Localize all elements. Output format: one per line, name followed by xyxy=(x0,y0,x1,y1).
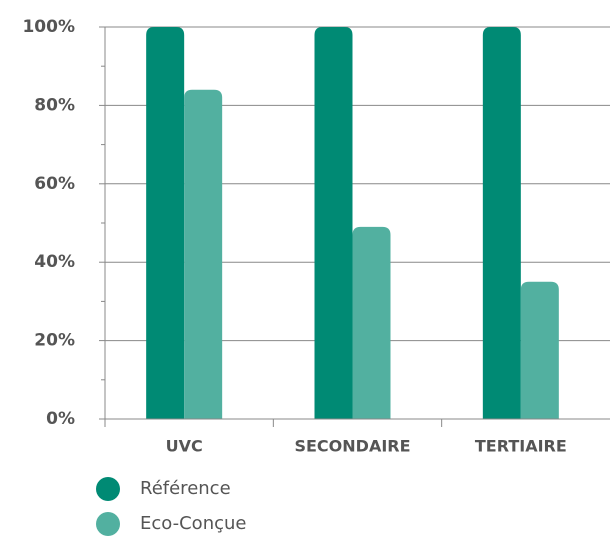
legend-swatch xyxy=(96,477,120,501)
bar xyxy=(146,27,185,419)
bar xyxy=(352,226,391,419)
legend-label: Eco-Conçue xyxy=(140,513,246,534)
y-tick-label: 0% xyxy=(46,409,75,429)
bar xyxy=(520,281,559,419)
bar xyxy=(314,27,353,419)
legend-label: Référence xyxy=(140,478,231,499)
y-tick-label: 80% xyxy=(34,95,75,115)
x-tick-label: SECONDAIRE xyxy=(294,437,410,456)
x-tick-label: TERTIAIRE xyxy=(475,437,567,456)
bar xyxy=(184,89,223,419)
y-tick-label: 40% xyxy=(34,252,75,272)
y-tick-label: 100% xyxy=(22,17,75,37)
y-tick-label: 20% xyxy=(34,331,75,351)
y-tick-label: 60% xyxy=(34,174,75,194)
legend-swatch xyxy=(96,512,120,536)
x-tick-label: UVC xyxy=(166,437,203,456)
bar xyxy=(482,27,521,419)
